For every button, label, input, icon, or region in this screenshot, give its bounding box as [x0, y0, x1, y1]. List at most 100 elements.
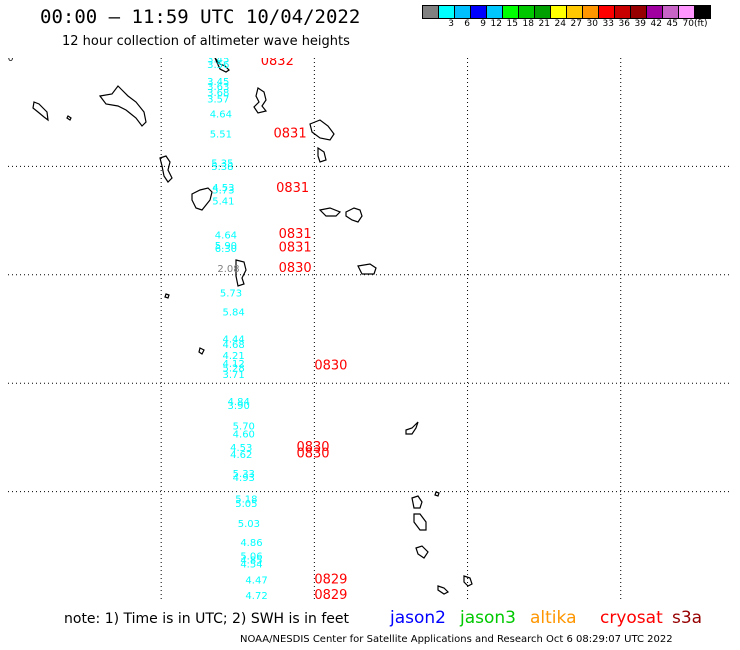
pass-time-label: 0830 [296, 440, 329, 455]
legend-swatches [422, 5, 717, 19]
wave-height-label: 5.84 [222, 307, 244, 318]
pass-time-label: 0830 [279, 261, 312, 276]
legend-label: 39 [634, 19, 646, 29]
wave-height-label: 4.53 [230, 443, 252, 454]
wave-height-label: 3.57 [207, 94, 229, 105]
satellite-jason3: jason3 [460, 608, 516, 628]
legend-swatch [518, 5, 535, 19]
legend-swatch [550, 5, 567, 19]
footer-credit: NOAA/NESDIS Center for Satellite Applica… [240, 634, 673, 645]
wave-height-label: 4.68 [222, 340, 244, 351]
wave-height-label: 5.35 [211, 158, 233, 169]
wave-height-label: 3.90 [228, 401, 250, 412]
wave-height-label: 5.33 [233, 469, 255, 480]
legend-label: 9 [480, 19, 486, 29]
legend-label: 15 [506, 19, 518, 29]
legend-swatch [454, 5, 471, 19]
map-background [8, 58, 730, 600]
wave-height-label: 4.47 [245, 576, 267, 587]
pass-time-label: 0831 [279, 240, 312, 255]
satellite-cryosat: cryosat [600, 608, 663, 628]
wave-height-label: 3.56 [207, 60, 229, 71]
legend-label: (ft) [694, 19, 708, 29]
legend-swatch [566, 5, 583, 19]
wave-height-label: 5.51 [210, 130, 232, 141]
island-outline [345, 207, 363, 223]
wave-height-label: 4.62 [230, 450, 252, 461]
island-outline [32, 101, 49, 122]
wave-height-label: 4.93 [233, 473, 255, 484]
island-outline [413, 513, 427, 531]
latitude-tick-label: 10 [8, 58, 14, 64]
island-outline [191, 187, 213, 211]
satellite-altika: altika [530, 608, 577, 628]
pass-time-label: 0832 [261, 58, 294, 69]
island-coastlines [32, 58, 473, 595]
wave-height-label: 3.68 [207, 88, 229, 99]
pass-time-label: 0830 [296, 446, 329, 461]
wave-height-color-legend: 3 6 9 12 15 18 21 24 27 30 33 36 39 42 45 70 (ft) [422, 5, 717, 29]
wave-height-label: 4.84 [228, 397, 250, 408]
legend-label: 21 [538, 19, 550, 29]
pass-time-label: 0829 [314, 573, 347, 588]
legend-label: 18 [522, 19, 534, 29]
legend-label [422, 19, 439, 29]
wave-height-label: 4.54 [240, 559, 262, 570]
chart-subtitle: 12 hour collection of altimeter wave hei… [62, 34, 350, 49]
island-outline [235, 259, 247, 287]
altimeter-map: 1651681711741771086420 3.453.563.453.633… [8, 58, 730, 600]
wave-height-label: 4.86 [240, 538, 262, 549]
island-outline [309, 119, 335, 141]
legend-swatch [598, 5, 615, 19]
legend-label: 30 [586, 19, 598, 29]
legend-swatch [438, 5, 455, 19]
wave-height-label: 4.53 [212, 183, 234, 194]
wave-height-label: 5.06 [240, 551, 262, 562]
island-outline [66, 115, 72, 121]
island-outline [317, 146, 327, 163]
legend-label: 3 [448, 19, 454, 29]
island-outline [253, 87, 268, 114]
legend-swatch [502, 5, 519, 19]
pass-time-label: 0829 [314, 588, 347, 600]
legend-swatch [486, 5, 503, 19]
legend-label: 12 [490, 19, 502, 29]
wave-height-label: 3.71 [222, 370, 244, 381]
pass-time-labels: 0832083108310831083108300830083008300829… [261, 58, 348, 600]
pass-time-label: 0830 [314, 359, 347, 374]
chart-title: 00:00 – 11:59 UTC 10/04/2022 [40, 6, 361, 28]
wave-height-label: 4.64 [210, 110, 232, 121]
wave-height-label: 6.30 [215, 244, 237, 255]
wave-height-label: 4.85 [240, 556, 262, 567]
wave-height-label: 4.21 [222, 351, 244, 362]
island-outline [411, 495, 423, 509]
island-outline [318, 207, 342, 217]
legend-swatch [678, 5, 695, 19]
pass-time-label: 0831 [274, 127, 307, 142]
legend-label: 33 [602, 19, 614, 29]
wave-height-label: 5.05 [235, 499, 257, 510]
wave-height-label: 2.08 [217, 264, 239, 275]
wave-height-label: 5.70 [233, 421, 255, 432]
legend-swatch [422, 5, 439, 19]
wave-height-label: 4.60 [233, 429, 255, 440]
island-outline [98, 85, 147, 127]
legend-swatch [582, 5, 599, 19]
satellite-jason2: jason2 [390, 608, 446, 628]
island-outline [214, 58, 230, 73]
wave-height-label: 3.45 [207, 58, 229, 65]
island-outline [198, 347, 205, 355]
wave-height-label: 5.90 [215, 241, 237, 252]
legend-swatch [694, 5, 711, 19]
legend-swatch [534, 5, 551, 19]
island-outline [437, 585, 450, 595]
note-text: note: 1) Time is in UTC; 2) SWH is in fe… [64, 611, 350, 627]
wave-height-values: 3.453.563.453.633.683.574.645.515.355.38… [207, 58, 268, 600]
legend-swatch [630, 5, 647, 19]
legend-swatch [470, 5, 487, 19]
satellite-s3a: s3a [672, 608, 703, 628]
wave-height-label: 5.38 [211, 162, 233, 173]
legend-labels: 3 6 9 12 15 18 21 24 27 30 33 36 39 42 45 70 (ft) [422, 19, 717, 29]
wave-height-label: 5.18 [235, 494, 257, 505]
island-outline [405, 421, 419, 435]
